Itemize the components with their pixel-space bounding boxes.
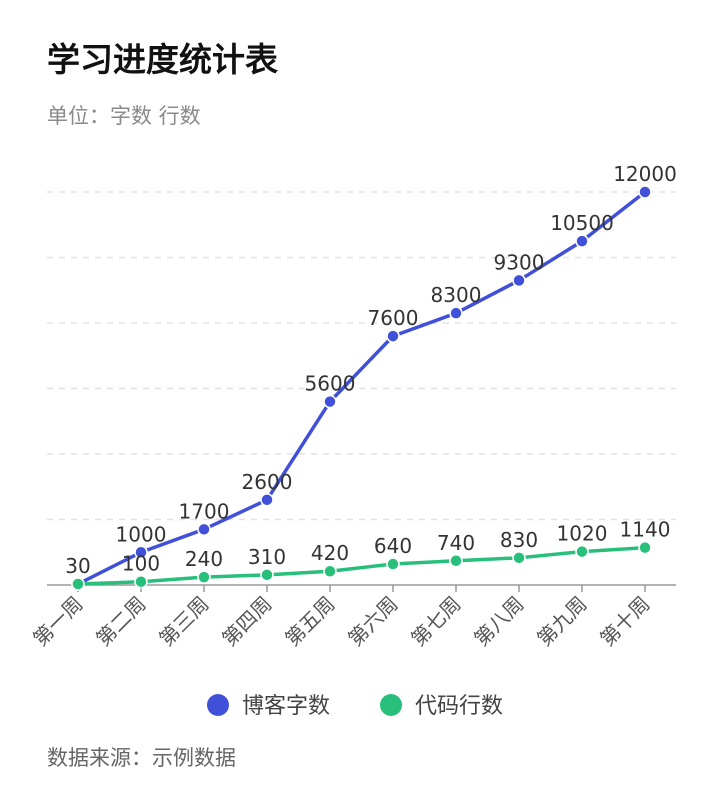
x-tick-label: 第六周 [343, 592, 402, 651]
data-point [134, 574, 148, 589]
x-tick-label: 第十周 [595, 592, 654, 651]
data-point [260, 568, 274, 582]
data-label: 640 [374, 534, 412, 558]
data-label: 100 [122, 552, 160, 576]
data-label: 240 [185, 547, 223, 571]
x-tick-label: 第九周 [532, 592, 591, 651]
data-label: 10500 [550, 211, 614, 235]
x-tick-label: 第五周 [280, 592, 339, 651]
data-point [449, 554, 463, 568]
data-label: 12000 [613, 162, 677, 186]
data-label: 1000 [116, 522, 167, 546]
data-point [134, 545, 148, 559]
data-point [575, 234, 589, 248]
data-source-note: 数据来源：示例数据 [47, 746, 236, 770]
data-label: 30 [65, 554, 90, 578]
legend-marker [207, 694, 229, 716]
data-label: 1140 [620, 518, 671, 542]
data-label: 420 [311, 541, 349, 565]
data-point [512, 273, 526, 288]
data-label: 740 [437, 531, 475, 555]
x-axis: 第一周 第二周 第三周 第四周 第五周 第六周 第七周 第八周 第九周 第十周 [28, 584, 676, 651]
data-label: 1020 [557, 522, 608, 546]
data-label: 1700 [179, 499, 230, 523]
data-point [386, 329, 400, 343]
legend-label: 代码行数 [415, 694, 503, 719]
data-point [638, 540, 652, 555]
data-label: 8300 [431, 283, 482, 307]
data-point [449, 306, 463, 320]
x-tick-label: 第三周 [154, 592, 213, 651]
x-tick-label: 第四周 [217, 592, 276, 651]
x-tick-label: 第二周 [91, 592, 150, 651]
data-label: 310 [248, 545, 286, 569]
data-point [197, 570, 211, 584]
data-label: 7600 [368, 306, 419, 330]
data-label: 5600 [305, 372, 356, 396]
data-point [323, 394, 337, 409]
grid-lines [47, 191, 676, 521]
data-point [512, 551, 526, 565]
legend-marker [380, 694, 402, 716]
data-point [575, 544, 589, 559]
data-point [260, 493, 274, 507]
series-lines [71, 185, 652, 591]
legend: 博客字数 代码行数 [207, 694, 503, 719]
x-tick-label: 第七周 [406, 592, 465, 651]
data-label: 830 [500, 528, 538, 552]
x-tick-label: 第八周 [469, 592, 528, 651]
x-tick-label: 第一周 [28, 592, 87, 651]
data-label: 2600 [242, 470, 293, 494]
data-point [197, 522, 211, 537]
chart-title: 学习进度统计表 [47, 40, 278, 79]
data-point [323, 564, 337, 578]
series-line [76, 190, 647, 586]
legend-label: 博客字数 [242, 694, 330, 719]
data-label: 9300 [494, 250, 545, 274]
series-line [76, 545, 647, 586]
data-point [71, 577, 85, 591]
data-point [638, 185, 652, 199]
chart-subtitle: 单位：字数 行数 [47, 104, 201, 128]
data-point [386, 557, 400, 571]
